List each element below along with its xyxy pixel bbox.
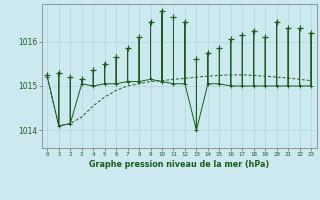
X-axis label: Graphe pression niveau de la mer (hPa): Graphe pression niveau de la mer (hPa) <box>89 160 269 169</box>
